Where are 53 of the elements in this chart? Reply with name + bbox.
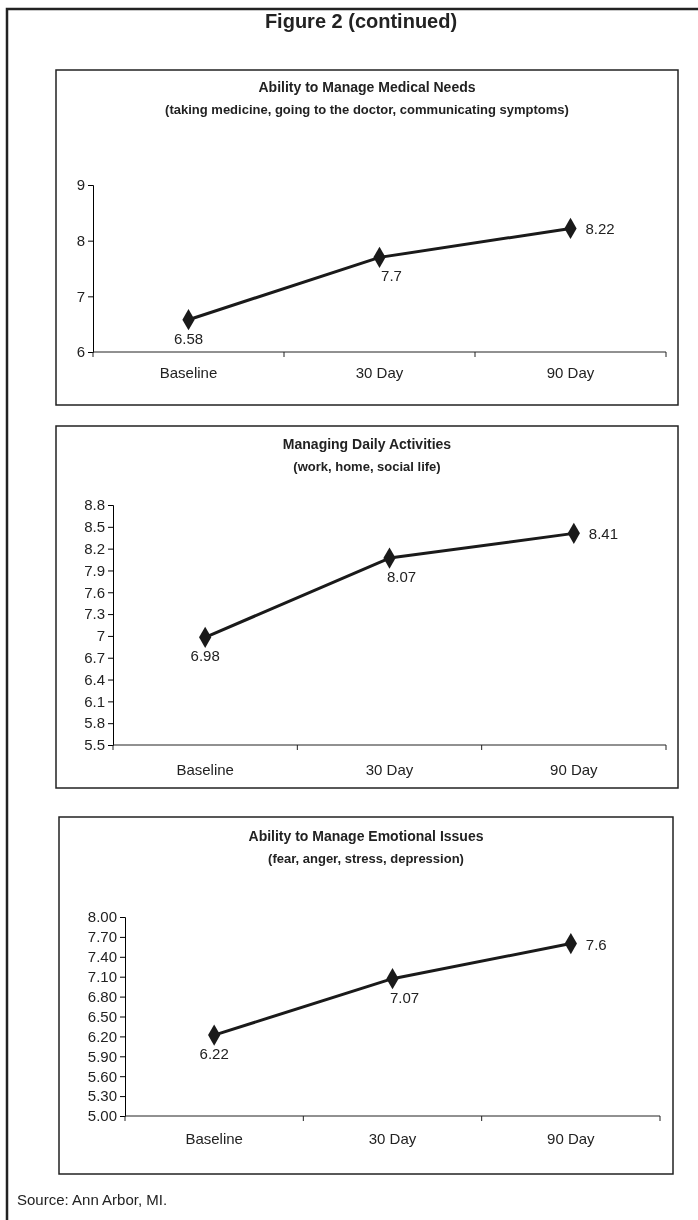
y-tick-label: 9 (76, 176, 85, 194)
chart-title: Ability to Manage Medical Needs (258, 79, 476, 95)
data-label: 8.07 (386, 568, 417, 586)
y-tick-label: 6 (76, 343, 85, 361)
caption: Figure 2 (continued) (264, 10, 458, 32)
data-label: 7.6 (585, 935, 607, 953)
data-label: 6.98 (190, 647, 220, 665)
y-tick-label: 8.00 (87, 908, 117, 926)
y-tick-label: 7.70 (87, 928, 117, 946)
chart-title: Managing Daily Activities (282, 436, 452, 452)
y-tick-label: 7.9 (84, 561, 105, 579)
data-label: 8.41 (588, 525, 619, 543)
y-tick-label: 6.1 (84, 692, 105, 710)
y-tick-label: 5.30 (87, 1087, 117, 1105)
data-label: 7.07 (389, 988, 420, 1006)
y-tick-label: 5.8 (84, 714, 105, 732)
data-label: 6.58 (173, 329, 204, 347)
y-tick-label: 7.3 (84, 605, 105, 623)
chart-subtitle: (work, home, social life) (293, 459, 441, 474)
x-tick-label: 30 Day (355, 364, 404, 381)
y-tick-label: 5.60 (87, 1067, 117, 1085)
y-tick-label: 8.2 (84, 539, 105, 557)
x-tick-label: Baseline (159, 364, 218, 381)
x-tick-label: Baseline (185, 1130, 243, 1147)
data-label: 6.22 (199, 1045, 229, 1063)
y-tick-label: 5.5 (84, 736, 105, 754)
x-tick-label: 90 Day (547, 1130, 596, 1147)
y-tick-label: 6.7 (84, 649, 105, 667)
chart-title: Ability to Manage Emotional Issues (248, 828, 484, 844)
x-tick-label: 30 Day (365, 761, 414, 778)
x-tick-label: 30 Day (368, 1130, 417, 1147)
y-tick-label: 7 (96, 627, 105, 645)
y-tick-label: 7.40 (87, 948, 117, 966)
y-tick-label: 5.00 (87, 1107, 117, 1125)
y-tick-label: 7 (76, 287, 85, 305)
y-tick-label: 6.50 (87, 1007, 117, 1025)
source-note: Source: Ann Arbor, MI. (17, 1191, 168, 1208)
data-label: 8.22 (585, 220, 615, 238)
y-tick-label: 6.20 (87, 1027, 117, 1045)
data-label: 7.7 (381, 267, 402, 285)
y-tick-label: 8 (76, 231, 85, 249)
x-tick-label: 90 Day (546, 364, 595, 381)
y-tick-label: 6.80 (87, 987, 117, 1005)
chart-subtitle: (fear, anger, stress, depression) (268, 851, 464, 866)
y-tick-label: 7.10 (87, 968, 117, 985)
y-tick-label: 8.5 (84, 518, 105, 536)
x-tick-label: 90 Day (550, 761, 599, 778)
chart-subtitle: (taking medicine, going to the doctor, communicating symptoms) (165, 102, 569, 117)
y-tick-label: 7.6 (84, 583, 105, 601)
y-tick-label: 6.4 (84, 670, 105, 688)
x-tick-label: Baseline (176, 761, 234, 778)
y-tick-label: 5.90 (87, 1047, 117, 1065)
y-tick-label: 8.8 (84, 496, 105, 514)
